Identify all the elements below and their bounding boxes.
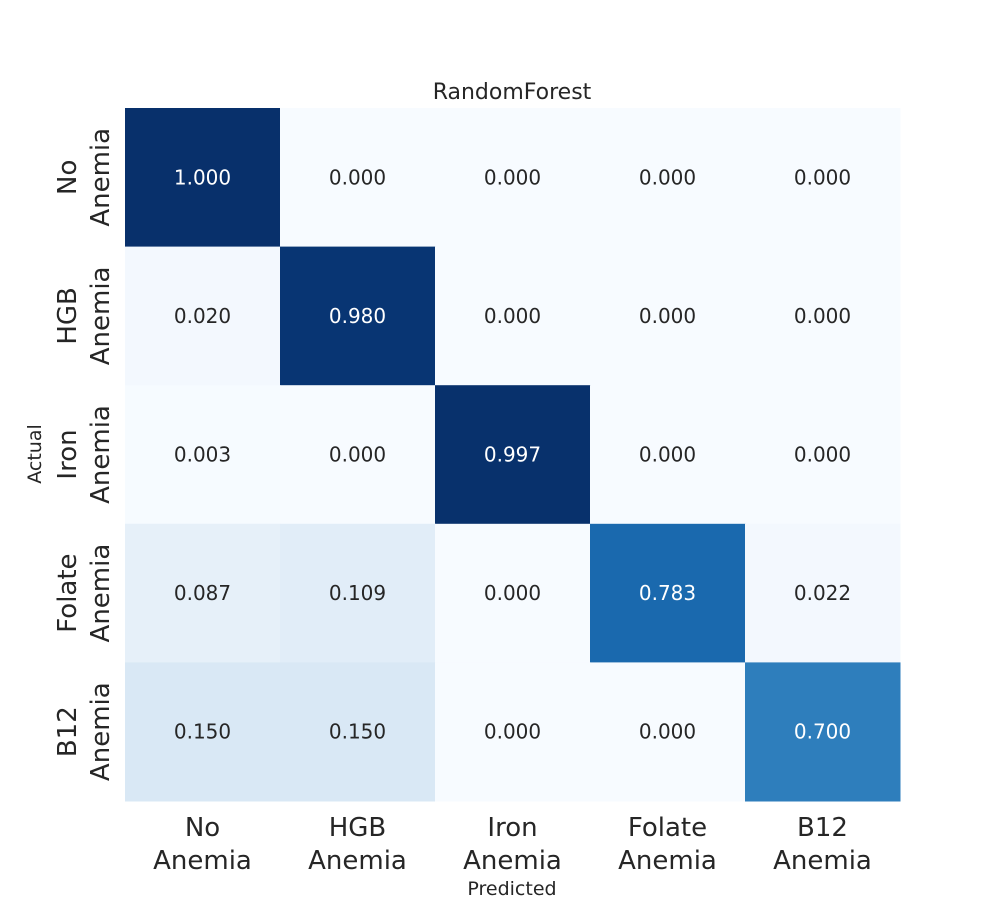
cell-value-label: 0.150 bbox=[174, 720, 231, 744]
cell-value-label: 0.000 bbox=[794, 443, 851, 467]
heatmap-cell bbox=[280, 523, 436, 663]
y-tick-label: B12 Anemia bbox=[53, 682, 116, 781]
cell-value-label: 0.000 bbox=[484, 304, 541, 328]
x-axis-label: Predicted bbox=[467, 878, 556, 900]
heatmap-cell bbox=[435, 108, 591, 248]
cell-value-label: 0.000 bbox=[484, 720, 541, 744]
cell-value-label: 0.997 bbox=[484, 443, 541, 467]
cell-value-label: 0.000 bbox=[329, 165, 386, 189]
heatmap-cell bbox=[745, 523, 901, 663]
heatmap-cell bbox=[745, 246, 901, 386]
chart-title: RandomForest bbox=[433, 80, 592, 105]
heatmap-cell bbox=[590, 108, 746, 248]
heatmap-cell bbox=[125, 523, 281, 663]
heatmap-cell bbox=[280, 246, 436, 386]
cell-value-label: 0.087 bbox=[174, 581, 231, 605]
cell-value-label: 0.003 bbox=[174, 443, 231, 467]
cell-value-label: 0.700 bbox=[794, 720, 851, 744]
heatmap-cell bbox=[280, 108, 436, 248]
heatmap-cell bbox=[590, 385, 746, 525]
heatmap-cell bbox=[125, 108, 281, 248]
cell-value-label: 0.022 bbox=[794, 581, 851, 605]
heatmap-cell bbox=[435, 246, 591, 386]
heatmap-cell bbox=[435, 662, 591, 802]
x-tick-labels: No Anemia HGB Anemia Iron Anemia Folate Anemia B… bbox=[153, 813, 872, 876]
cell-value-label: 0.150 bbox=[329, 720, 386, 744]
heatmap-cell bbox=[125, 385, 281, 525]
heatmap-cell bbox=[280, 662, 436, 802]
cell-value-label: 0.109 bbox=[329, 581, 386, 605]
heatmap-cell bbox=[435, 523, 591, 663]
heatmap-cell bbox=[125, 662, 281, 802]
y-tick-label: HGB Anemia bbox=[53, 267, 116, 366]
cell-value-label: 0.980 bbox=[329, 304, 386, 328]
y-tick-label: Iron Anemia bbox=[53, 405, 116, 504]
cell-value-label: 0.020 bbox=[174, 304, 231, 328]
cell-value-label: 0.000 bbox=[794, 165, 851, 189]
cell-value-label: 0.000 bbox=[639, 165, 696, 189]
cell-value-label: 1.000 bbox=[174, 165, 231, 189]
heatmap-cell bbox=[590, 523, 746, 663]
heatmap-cell bbox=[435, 385, 591, 525]
cell-value-label: 0.000 bbox=[639, 443, 696, 467]
cell-value-label: 0.000 bbox=[329, 443, 386, 467]
cell-value-label: 0.783 bbox=[639, 581, 696, 605]
x-tick-label: Folate Anemia bbox=[618, 813, 717, 876]
x-tick-label: Iron Anemia bbox=[463, 813, 562, 876]
heatmap-cell bbox=[280, 385, 436, 525]
heatmap-cells: 1.000 0.000 0.000 0.000 0.000 0.020 0.980 0.000… bbox=[125, 108, 901, 802]
cell-value-label: 0.000 bbox=[484, 581, 541, 605]
x-tick-label: HGB Anemia bbox=[308, 813, 407, 876]
heatmap-cell bbox=[745, 662, 901, 802]
heatmap-cell bbox=[745, 385, 901, 525]
heatmap-cell bbox=[745, 108, 901, 248]
cell-value-label: 0.000 bbox=[639, 304, 696, 328]
y-tick-label: No Anemia bbox=[53, 128, 116, 227]
y-axis-label: Actual bbox=[24, 424, 46, 484]
cell-value-label: 0.000 bbox=[794, 304, 851, 328]
y-tick-label: Folate Anemia bbox=[53, 544, 116, 643]
x-tick-label: No Anemia bbox=[153, 813, 252, 876]
x-tick-label: B12 Anemia bbox=[773, 813, 872, 876]
cell-value-label: 0.000 bbox=[639, 720, 696, 744]
y-tick-labels: No Anemia HGB Anemia Iron Anemia Folate Anemia B… bbox=[53, 128, 116, 781]
heatmap-cell bbox=[590, 662, 746, 802]
heatmap-cell bbox=[125, 246, 281, 386]
heatmap-cell bbox=[590, 246, 746, 386]
cell-value-label: 0.000 bbox=[484, 165, 541, 189]
